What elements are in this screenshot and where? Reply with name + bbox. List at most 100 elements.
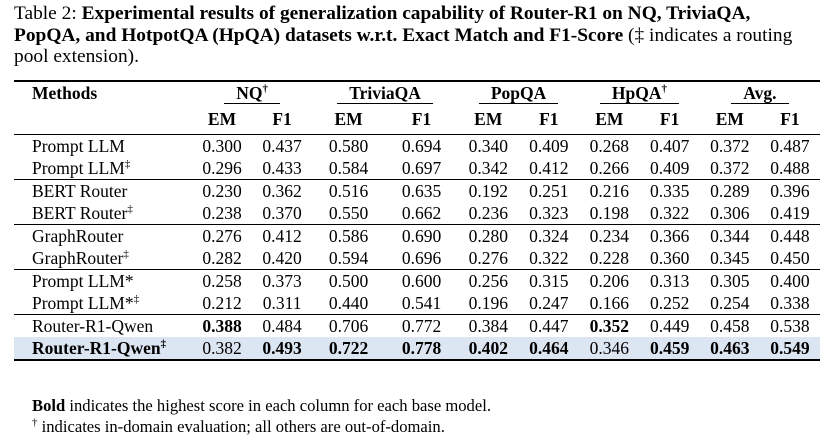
cell-value: 0.372: [699, 133, 760, 157]
cell-value: 0.280: [457, 223, 519, 247]
cell-value: 0.373: [252, 268, 313, 292]
cell-value: 0.206: [579, 268, 640, 292]
cell-value: 0.400: [759, 268, 820, 292]
cell-value: 0.722: [312, 336, 386, 361]
cell-value: 0.778: [385, 336, 458, 361]
cell-value: 0.697: [401, 157, 442, 178]
metric-em: EM: [595, 108, 624, 129]
cell-value: 0.550: [328, 202, 369, 223]
cell-value: 0.662: [401, 202, 442, 223]
table-row: BERT Router‡ 0.238 0.370 0.550 0.662 0.236 0.3…: [14, 202, 820, 225]
cell-value: 0.447: [518, 313, 580, 337]
cell-value: 0.322: [529, 247, 569, 268]
cell-value: 0.696: [401, 247, 442, 268]
cell-value: 0.216: [579, 178, 640, 202]
cell-value: 0.382: [192, 336, 253, 361]
cell-value: 0.306: [710, 202, 750, 223]
cell-value: 0.256: [457, 268, 519, 292]
table-row: Prompt LLM‡ 0.296 0.433 0.584 0.697 0.342 0.41…: [14, 157, 820, 180]
header-row-metrics: EM F1 EM F1 EM F1 EM F1 EM F1: [14, 104, 820, 134]
cell-value: 0.448: [759, 223, 820, 247]
cell-value: 0.296: [202, 157, 242, 178]
cell-value: 0.419: [770, 202, 810, 223]
metric-f1: F1: [539, 108, 559, 129]
header-row-groups: Methods NQ† TriviaQA PopQA HpQA† Avg.: [14, 80, 820, 104]
method-name: Prompt LLM‡: [32, 157, 131, 178]
cell-value: 0.600: [385, 268, 458, 292]
cell-value: 0.433: [262, 157, 302, 178]
cell-value: 0.594: [328, 247, 369, 268]
cell-value: 0.289: [699, 178, 760, 202]
method-name: Prompt LLM*‡: [32, 292, 140, 313]
cell-value: 0.584: [328, 157, 369, 178]
method-name: BERT Router: [14, 178, 192, 202]
metric-em: EM: [474, 108, 503, 129]
table-row: Router-R1-Qwen‡ 0.382 0.493 0.722 0.778 0.402…: [14, 336, 820, 361]
cell-value: 0.228: [589, 247, 629, 268]
cell-value: 0.772: [385, 313, 458, 337]
cell-value: 0.323: [529, 202, 569, 223]
cell-value: 0.268: [579, 133, 640, 157]
method-name: Router-R1-Qwen‡: [14, 336, 192, 361]
cell-value: 0.322: [649, 202, 690, 223]
method-name: Router-R1-Qwen: [14, 313, 192, 337]
cell-value: 0.487: [759, 133, 820, 157]
note-dagger: † indicates in-domain evaluation; all ot…: [32, 416, 445, 436]
cell-value: 0.340: [457, 133, 519, 157]
cell-value: 0.192: [457, 178, 519, 202]
method-name: BERT Router‡: [32, 202, 133, 223]
cell-value: 0.420: [262, 247, 302, 268]
table-row: Router-R1-Qwen 0.388 0.484 0.706 0.772 0.384 0…: [14, 313, 820, 337]
cell-value: 0.166: [589, 292, 629, 313]
methods-header: Methods: [14, 80, 192, 104]
cell-value: 0.305: [699, 268, 760, 292]
table-notes: Bold indicates the highest score in each…: [32, 395, 491, 437]
cell-value: 0.251: [518, 178, 580, 202]
cell-value: 0.549: [759, 336, 820, 361]
cell-value: 0.635: [385, 178, 458, 202]
method-name: Prompt LLM*: [14, 268, 192, 292]
cell-value: 0.258: [192, 268, 253, 292]
cell-value: 0.516: [312, 178, 386, 202]
metric-f1: F1: [411, 108, 432, 129]
group-header-popqa: PopQA: [457, 80, 580, 104]
cell-value: 0.311: [262, 292, 302, 313]
cell-value: 0.315: [518, 268, 580, 292]
cell-value: 0.458: [699, 313, 760, 337]
cell-value: 0.694: [385, 133, 458, 157]
cell-value: 0.230: [192, 178, 253, 202]
cell-value: 0.352: [579, 313, 640, 337]
cell-value: 0.324: [518, 223, 580, 247]
cell-value: 0.360: [649, 247, 690, 268]
cell-value: 0.276: [468, 247, 508, 268]
cell-value: 0.372: [710, 157, 750, 178]
metric-f1: F1: [272, 108, 292, 129]
metric-f1: F1: [659, 108, 680, 129]
cell-value: 0.412: [529, 157, 569, 178]
cell-value: 0.538: [759, 313, 820, 337]
cell-value: 0.366: [639, 223, 700, 247]
cell-value: 0.449: [639, 313, 700, 337]
cell-value: 0.384: [457, 313, 519, 337]
cell-value: 0.252: [649, 292, 690, 313]
cell-value: 0.493: [252, 336, 313, 361]
table-caption: Table 2: Experimental results of general…: [14, 3, 820, 68]
cell-value: 0.370: [262, 202, 302, 223]
cell-value: 0.346: [579, 336, 640, 361]
metric-em: EM: [334, 108, 363, 129]
cell-value: 0.254: [710, 292, 750, 313]
table-row: Prompt LLM*‡ 0.212 0.311 0.440 0.541 0.196 0.2…: [14, 292, 820, 315]
metric-f1: F1: [780, 108, 800, 129]
caption-label: Table 2:: [14, 3, 77, 24]
group-header-nq: NQ†: [192, 80, 313, 104]
cell-value: 0.463: [699, 336, 760, 361]
cell-value: 0.437: [252, 133, 313, 157]
cell-value: 0.407: [639, 133, 700, 157]
table-row: GraphRouter‡ 0.282 0.420 0.594 0.696 0.276 0.3…: [14, 247, 820, 270]
metric-em: EM: [715, 108, 744, 129]
cell-value: 0.335: [639, 178, 700, 202]
cell-value: 0.500: [312, 268, 386, 292]
group-header-avg: Avg.: [699, 80, 820, 104]
cell-value: 0.198: [589, 202, 629, 223]
cell-value: 0.409: [649, 157, 690, 178]
